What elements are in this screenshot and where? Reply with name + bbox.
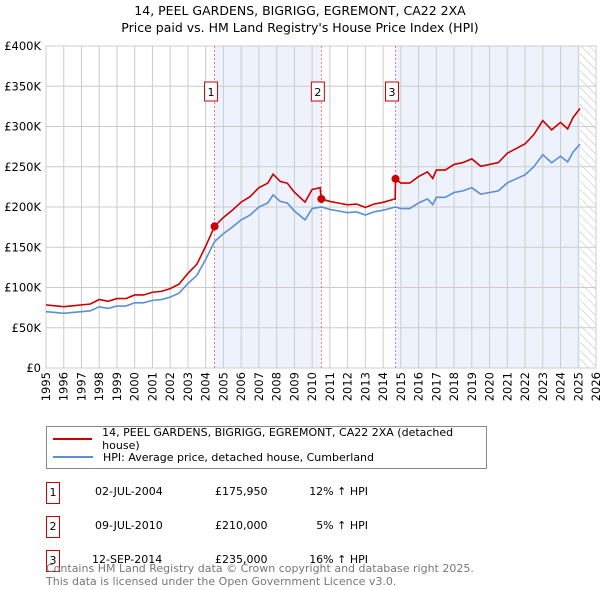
x-tick-label: 2020	[483, 372, 497, 401]
footer-line2: This data is licensed under the Open Gov…	[46, 575, 397, 588]
legend-swatch-property	[53, 438, 93, 440]
y-tick-label: £50K	[12, 321, 42, 335]
legend: 14, PEEL GARDENS, BIGRIGG, EGREMONT, CA2…	[46, 426, 487, 469]
x-tick-label: 2001	[145, 372, 159, 401]
sale-date: 02-JUL-2004	[95, 485, 163, 498]
x-tick-label: 1997	[74, 372, 88, 401]
x-tick-label: 2010	[305, 372, 319, 401]
y-tick-label: £250K	[4, 160, 41, 174]
sale-number-badge: 3	[46, 550, 60, 572]
sale-date: 09-JUL-2010	[95, 519, 163, 532]
sale-number-badge: 2	[46, 516, 60, 538]
series-line-property	[45, 107, 581, 308]
y-tick-label: £200K	[4, 200, 41, 214]
x-tick-label: 2002	[163, 372, 177, 401]
chart-subtitle: Price paid vs. HM Land Registry's House …	[121, 20, 479, 35]
legend-item-property: 14, PEEL GARDENS, BIGRIGG, EGREMONT, CA2…	[53, 426, 486, 452]
sale-price: £175,950	[215, 485, 268, 498]
legend-label-hpi: HPI: Average price, detached house, Cumb…	[103, 450, 375, 464]
y-tick-label: £300K	[4, 120, 41, 134]
y-tick-label: £400K	[4, 39, 41, 53]
sale-label-box	[204, 81, 219, 102]
sale-label-box	[310, 81, 325, 102]
sale-price: £235,000	[215, 553, 268, 566]
x-tick-label: 2017	[429, 372, 443, 401]
x-tick-label: 2006	[234, 372, 248, 401]
x-tick-label: 2014	[376, 372, 390, 401]
sale-row: 1 02-JUL-2004 £175,950 12% ↑ HPI	[46, 482, 446, 504]
chart-title: 14, PEEL GARDENS, BIGRIGG, EGREMONT, CA2…	[134, 3, 466, 18]
sale-date: 12-SEP-2014	[92, 553, 163, 566]
x-tick-label: 2005	[216, 372, 230, 401]
x-tick-label: 2008	[270, 372, 284, 401]
legend-item-hpi: HPI: Average price, detached house, Cumb…	[53, 449, 374, 465]
y-tick-label: £150K	[4, 240, 41, 254]
x-tick-label: 2023	[536, 372, 550, 401]
sale-point	[317, 194, 326, 203]
sale-label-box	[385, 81, 400, 102]
x-tick-label: 2026	[589, 372, 600, 401]
x-tick-label: 1998	[92, 372, 106, 401]
y-tick-label: £100K	[4, 281, 41, 295]
x-tick-label: 2009	[287, 372, 301, 401]
legend-label-property: 14, PEEL GARDENS, BIGRIGG, EGREMONT, CA2…	[102, 426, 454, 452]
x-tick-label: 2016	[412, 372, 426, 401]
sale-row: 2 09-JUL-2010 £210,000 5% ↑ HPI	[46, 516, 446, 538]
sale-row: 3 12-SEP-2014 £235,000 16% ↑ HPI	[46, 550, 446, 572]
footer-line1: Contains HM Land Registry data © Crown c…	[46, 562, 474, 575]
x-tick-label: 1999	[110, 372, 124, 401]
x-tick-label: 2021	[500, 372, 514, 401]
legend-swatch-hpi	[53, 456, 93, 458]
x-tick-label: 2022	[518, 372, 532, 401]
sale-number-badge: 1	[46, 482, 60, 504]
x-tick-label: 2011	[323, 372, 337, 401]
x-tick-label: 2000	[128, 372, 142, 401]
series-line-hpi	[45, 143, 581, 315]
y-tick-label: £0	[26, 361, 41, 375]
x-tick-label: 2013	[358, 372, 372, 401]
sale-hpi-diff: 5% ↑ HPI	[316, 519, 368, 532]
x-tick-label: 2024	[554, 372, 568, 401]
x-tick-label: 2015	[394, 372, 408, 401]
x-tick-label: 1996	[57, 372, 71, 401]
x-tick-label: 2004	[199, 372, 213, 401]
sale-price: £210,000	[215, 519, 268, 532]
sale-label: 1	[208, 86, 215, 99]
x-tick-label: 2007	[252, 372, 266, 401]
x-tick-label: 2019	[465, 372, 479, 401]
x-tick-label: 2012	[341, 372, 355, 401]
x-tick-label: 2018	[447, 372, 461, 401]
sale-label: 2	[314, 86, 321, 99]
sale-label: 3	[389, 86, 396, 99]
x-tick-label: 2025	[571, 372, 585, 401]
sale-point	[391, 174, 400, 183]
y-tick-label: £350K	[4, 79, 41, 93]
sale-hpi-diff: 12% ↑ HPI	[309, 485, 368, 498]
sale-hpi-diff: 16% ↑ HPI	[309, 553, 368, 566]
x-tick-label: 2003	[181, 372, 195, 401]
sale-point	[210, 222, 219, 231]
x-tick-label: 1995	[39, 372, 53, 401]
plot-area: 1995 1996 1997 1998 1999 2000 2001 2002 2003 2004…	[4, 39, 600, 401]
